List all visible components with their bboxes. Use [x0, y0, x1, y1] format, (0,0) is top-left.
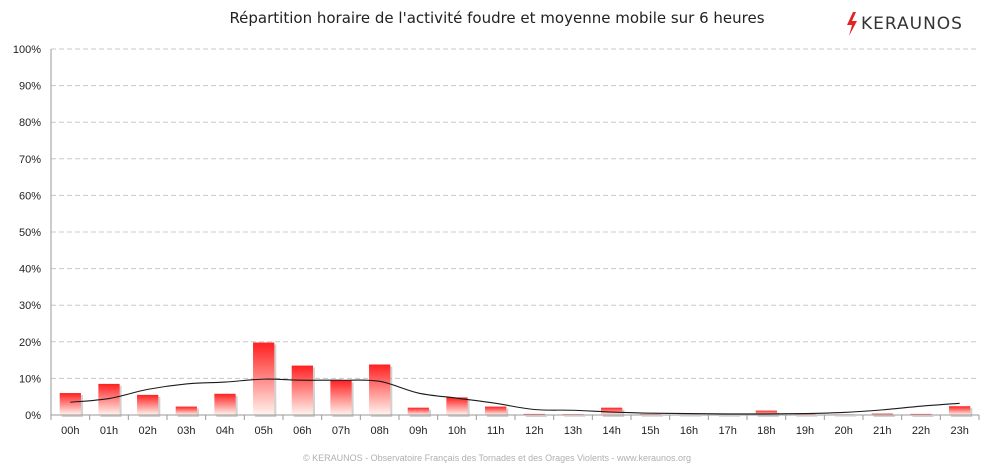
y-tick-label: 0% [25, 410, 41, 422]
x-tick-label: 07h [332, 425, 350, 437]
x-tick-label: 06h [293, 425, 311, 437]
y-tick-label: 60% [19, 190, 41, 202]
bar [910, 413, 932, 415]
bar-shadow [835, 416, 857, 417]
footer-credit: © KERAUNOS - Observatoire Français des T… [303, 453, 691, 463]
bar [871, 413, 893, 415]
y-tick-label: 20% [19, 337, 41, 349]
y-tick-label: 80% [19, 117, 41, 129]
bar-shadow [525, 415, 547, 417]
x-tick-label: 14h [602, 425, 620, 437]
moving-average-line [70, 378, 960, 415]
x-tick-label: 15h [641, 425, 659, 437]
x-tick-label: 03h [177, 425, 195, 437]
x-tick-label: 11h [487, 425, 505, 437]
y-tick-label: 10% [19, 373, 41, 385]
bar [214, 393, 236, 415]
y-tick-label: 30% [19, 300, 41, 312]
x-tick-label: 01h [100, 425, 118, 437]
x-tick-label: 13h [564, 425, 582, 437]
x-tick-label: 21h [873, 425, 891, 437]
bar [369, 364, 391, 415]
x-tick-label: 04h [216, 425, 234, 437]
y-tick-label: 70% [19, 154, 41, 166]
x-tick-label: 09h [409, 425, 427, 437]
bar [175, 406, 197, 415]
bar-shadow [719, 416, 741, 417]
bar-shadow [641, 416, 663, 417]
bar [755, 410, 777, 415]
bar [98, 383, 120, 415]
x-tick-label: 02h [138, 425, 156, 437]
x-tick-label: 22h [912, 425, 930, 437]
bar-shadow [680, 416, 702, 417]
lightning-bolt-icon [847, 12, 857, 36]
bar [330, 380, 352, 415]
x-tick-label: 12h [525, 425, 543, 437]
bar [446, 397, 468, 415]
x-tick-label: 10h [448, 425, 466, 437]
logo-text: KERAUNOS [861, 14, 963, 34]
bar-shadow [912, 415, 934, 417]
bar [59, 393, 81, 415]
bar [137, 394, 159, 415]
bar [291, 365, 313, 415]
x-tick-label: 05h [254, 425, 272, 437]
x-tick-label: 08h [370, 425, 388, 437]
x-tick-label: 23h [950, 425, 968, 437]
bar [407, 407, 429, 415]
x-tick-label: 19h [796, 425, 814, 437]
y-tick-label: 90% [19, 81, 41, 93]
y-tick-label: 40% [19, 264, 41, 276]
bar-shadow [796, 416, 818, 417]
bar [523, 413, 545, 415]
bar [949, 406, 971, 415]
x-tick-label: 17h [718, 425, 736, 437]
x-tick-label: 18h [757, 425, 775, 437]
x-tick-label: 00h [61, 425, 79, 437]
bar-shadow [564, 416, 586, 417]
y-tick-label: 100% [13, 44, 41, 56]
bar-shadow [873, 415, 895, 417]
y-tick-label: 50% [19, 227, 41, 239]
x-tick-label: 16h [680, 425, 698, 437]
bar [601, 407, 623, 415]
keraunos-logo: KERAUNOS [846, 10, 963, 38]
x-tick-label: 20h [834, 425, 852, 437]
chart-title: Répartition horaire de l'activité foudre… [229, 9, 765, 27]
bar [485, 406, 507, 415]
